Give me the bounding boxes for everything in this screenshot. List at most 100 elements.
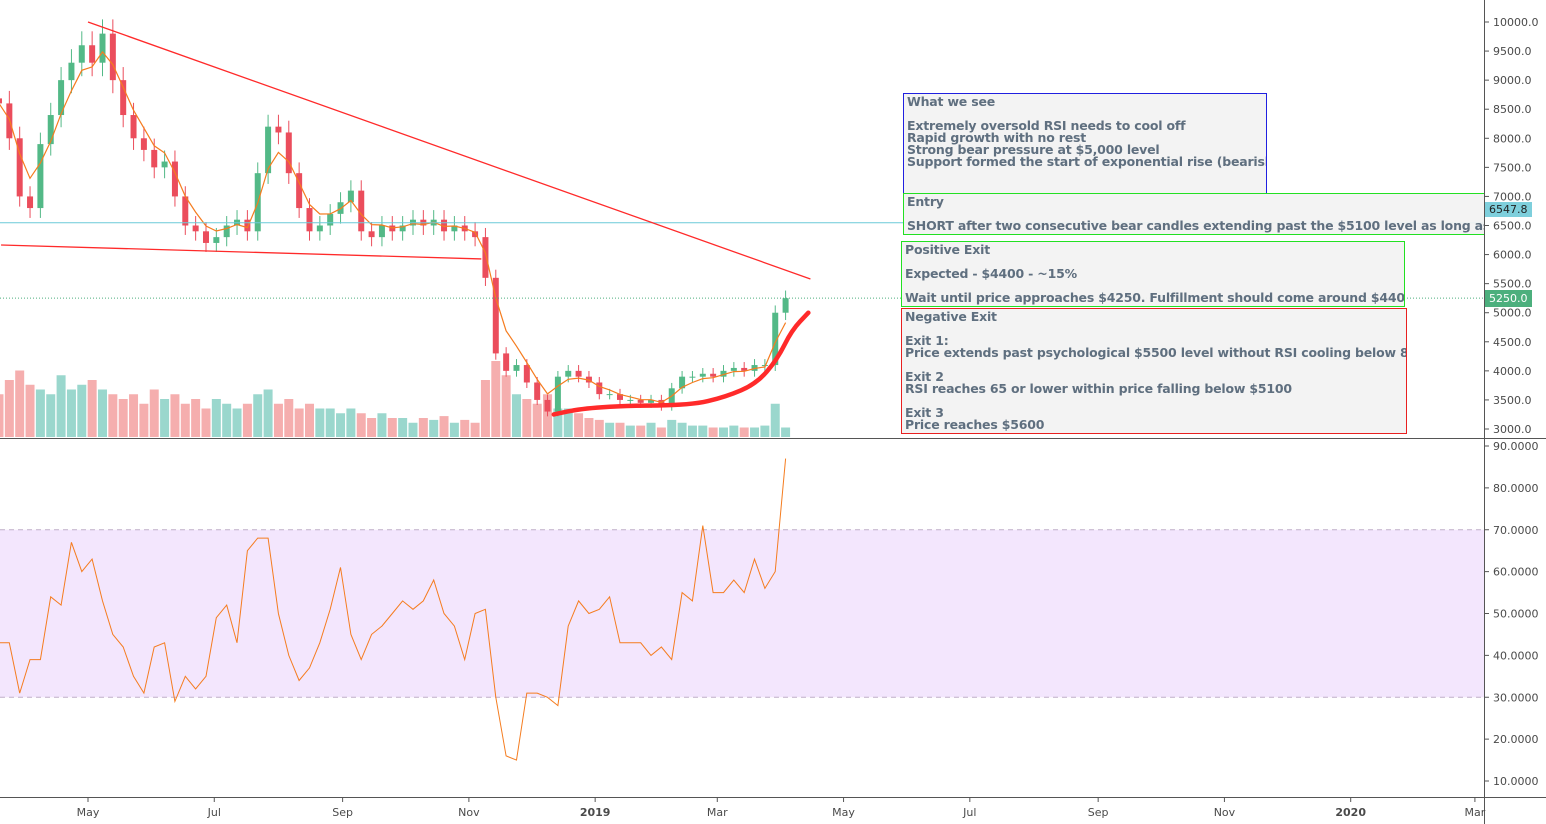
candle-body: [47, 115, 54, 145]
volume-bar: [15, 370, 25, 437]
candle-body: [648, 399, 655, 403]
volume-bar: [377, 413, 387, 437]
candle-body: [306, 208, 313, 232]
support-curve-drawing[interactable]: [551, 310, 811, 417]
candle-body: [171, 161, 178, 197]
volume-bar: [294, 408, 304, 437]
candle-body: [710, 373, 717, 377]
volume-bar: [667, 419, 677, 437]
candle-body: [213, 237, 220, 243]
volume-bar: [718, 427, 728, 437]
volume-bar: [356, 413, 366, 437]
volume-bar: [491, 361, 501, 437]
volume-bar: [160, 399, 170, 437]
volume-bar: [511, 394, 521, 437]
price-tick-label: 8500.0: [1493, 103, 1532, 116]
price-tick-label: 9500.0: [1493, 45, 1532, 58]
volume-bar: [449, 422, 459, 437]
rsi-axis[interactable]: 10.0000 20.0000 30.0000 40.0000 50.0000 60.00…: [1484, 440, 1539, 788]
volume-bar: [739, 427, 749, 437]
price-tick-label: 10000.0: [1493, 16, 1539, 29]
volume-bar: [656, 427, 666, 437]
candle-body: [368, 231, 375, 238]
candle-body: [244, 219, 251, 232]
time-tick-label: 2019: [580, 806, 611, 819]
time-tick-label: 2020: [1335, 806, 1366, 819]
candle-body: [37, 144, 44, 209]
rsi-tick-label: 80.0000: [1493, 482, 1539, 495]
candle-body: [513, 365, 520, 371]
volume-bar: [87, 380, 97, 437]
rsi-tick-label: 50.0000: [1493, 608, 1539, 621]
candle-body: [503, 353, 510, 371]
note-line: Strong bear pressure at $5,000 level: [907, 142, 1160, 157]
time-tick-label: Jul: [962, 806, 976, 819]
volume-bar: [170, 394, 180, 437]
candle-body: [637, 399, 644, 403]
trendline[interactable]: [1, 244, 482, 260]
volume-bar: [108, 394, 118, 437]
volume-bar: [139, 403, 149, 437]
price-axis[interactable]: 3000.0 3500.0 4000.0 4500.0 5000.0 5500.0 6000…: [1484, 16, 1539, 436]
note-line: Extremely oversold RSI needs to cool off: [907, 118, 1186, 133]
candle-body: [451, 225, 458, 232]
volume-bar: [605, 422, 615, 437]
trendlines[interactable]: [1, 21, 811, 280]
volume-bar: [201, 408, 211, 437]
note-positive-exit[interactable]: Positive Exit Expected - $4400 - ~15% Wa…: [901, 241, 1405, 307]
time-tick-label: Sep: [1088, 806, 1109, 819]
candle-body: [89, 45, 96, 63]
candle-body: [265, 126, 272, 174]
note-negative-exit[interactable]: Negative Exit Exit 1: Price extends past…: [901, 308, 1407, 434]
candle-body: [68, 62, 75, 81]
candle-body: [699, 373, 706, 377]
note-line: Support formed the start of exponential …: [907, 154, 1267, 169]
candle-body: [58, 80, 65, 116]
note-line: Price reaches $5600: [905, 417, 1045, 432]
candle-body: [575, 370, 582, 377]
volume-bar: [398, 418, 408, 437]
volume-bar: [770, 403, 780, 437]
note-entry[interactable]: Entry SHORT after two consecutive bear c…: [903, 193, 1484, 235]
price-tick-label: 7500.0: [1493, 161, 1532, 174]
price-tick-label: 3000.0: [1493, 423, 1532, 436]
volume-bar: [532, 403, 542, 437]
price-tick-label: 4500.0: [1493, 336, 1532, 349]
volume-bar: [698, 425, 708, 437]
last-price-badge: 5250.0: [1485, 290, 1532, 307]
time-axis[interactable]: May Jul Sep Nov 2019 Mar May Jul Sep Nov 2020 Mar: [77, 797, 1486, 819]
volume-bar: [470, 422, 480, 437]
volume-bar: [222, 403, 232, 437]
volume-bar: [574, 413, 584, 437]
rsi-line: [0, 458, 787, 761]
trendline[interactable]: [87, 21, 811, 280]
candle-body: [358, 190, 365, 232]
candle-body: [616, 394, 623, 400]
rsi-tick-label: 20.0000: [1493, 733, 1539, 746]
note-line: RSI reaches 65 or lower within price fal…: [905, 381, 1292, 396]
note-line: SHORT after two consecutive bear candles…: [907, 218, 1484, 233]
candle-body: [492, 277, 499, 354]
volume-bar: [677, 422, 687, 437]
candle-body: [772, 312, 779, 366]
volume-bar: [687, 425, 697, 437]
volume-bar: [149, 389, 159, 437]
note-line: Expected - $4400 - ~15%: [905, 266, 1077, 281]
volume-bar: [418, 418, 428, 437]
volume-bar: [646, 422, 656, 437]
volume-bar: [232, 408, 242, 437]
price-tick-label: 5000.0: [1493, 307, 1532, 320]
volume-bar: [429, 419, 439, 437]
price-tick-label: 6500.0: [1493, 220, 1532, 233]
volume-bar: [594, 419, 604, 437]
note-what-we-see[interactable]: What we see Extremely oversold RSI needs…: [903, 93, 1267, 194]
candle-body: [472, 231, 479, 238]
volume-bar: [77, 384, 87, 437]
volume-bar: [781, 427, 791, 437]
volume-bar: [263, 389, 273, 437]
volume-bar: [708, 427, 718, 437]
price-tick-label: 7000.0: [1493, 190, 1532, 203]
hline-price-badge: 6547.8: [1485, 202, 1532, 217]
time-tick-label: Jul: [207, 806, 221, 819]
